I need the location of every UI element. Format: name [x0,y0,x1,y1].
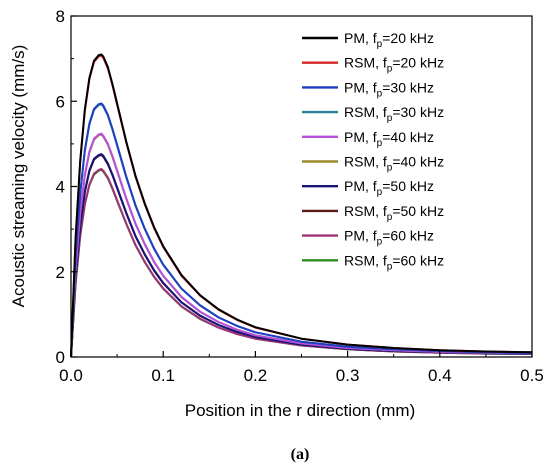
series-line-7 [70,153,533,358]
y-tick-label: 2 [56,263,65,282]
y-tick-label: 0 [56,348,65,367]
legend-label-9: PM, fp=60 kHz [344,228,434,248]
x-tick-label: 0.3 [336,366,360,385]
series-line-10 [70,168,533,358]
legend-label-7: PM, fp=50 kHz [344,178,434,198]
axes: 0.0 0.1 0.2 0.3 0.4 0.5 0 2 4 6 8 [56,7,544,385]
y-tick-label: 8 [56,7,65,26]
x-axis-title: Position in the r direction (mm) [185,401,416,420]
plot-frame [70,15,533,358]
legend-label-3: PM, fp=30 kHz [344,79,434,99]
figure-caption: (a) [291,446,310,463]
x-tick-label: 0.1 [151,366,175,385]
plot-area [70,53,533,358]
legend-label-6: RSM, fp=40 kHz [344,154,444,174]
x-tick-label: 0.4 [428,366,452,385]
series-line-3 [70,102,533,358]
legend-label-8: RSM, fp=50 kHz [344,203,444,223]
legend-label-2: RSM, fp=20 kHz [344,55,444,75]
x-tick-label: 0.5 [520,366,544,385]
legend: PM, fp=20 kHz RSM, fp=20 kHz PM, fp=30 kHz… [302,30,444,272]
legend-label-1: PM, fp=20 kHz [344,30,434,50]
series-line-5 [70,132,533,358]
y-tick-label: 6 [56,92,65,111]
y-axis-title: Acoustic streaming velocity (mm/s) [9,45,28,308]
series-line-2 [70,54,533,358]
legend-label-10: RSM, fp=60 kHz [344,252,444,272]
x-tick-label: 0.0 [59,366,83,385]
x-tick-label: 0.2 [244,366,268,385]
legend-label-4: RSM, fp=30 kHz [344,104,444,124]
y-tick-label: 4 [56,178,65,197]
series-line-9 [70,168,533,358]
series-line-1 [70,53,533,358]
series-line-8 [70,154,533,358]
series-line-4 [70,103,533,358]
legend-label-5: PM, fp=40 kHz [344,129,434,149]
